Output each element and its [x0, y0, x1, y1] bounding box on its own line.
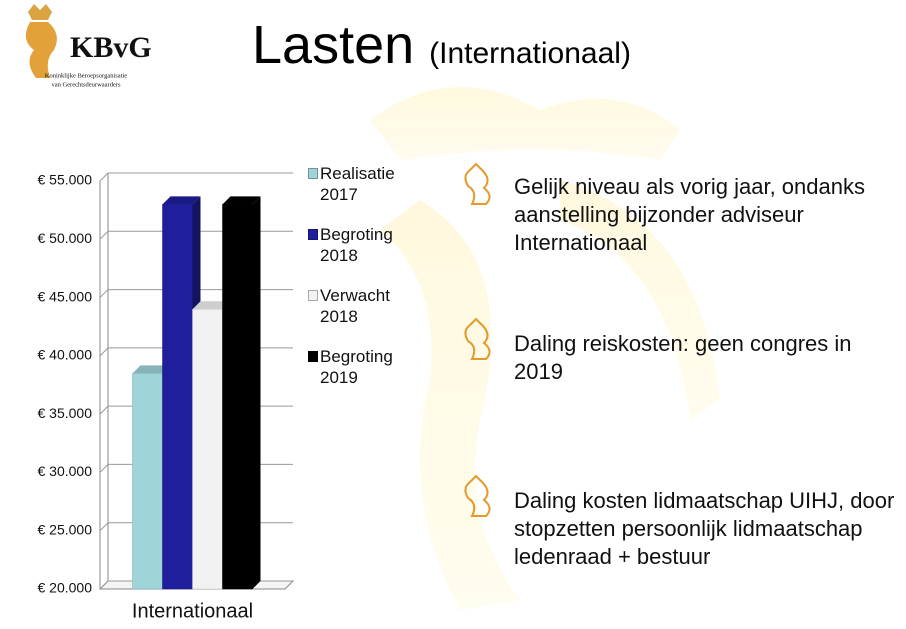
legend-label: Begroting 2018 — [320, 225, 393, 265]
bullet: Daling reiskosten: geen congres in 2019 — [514, 331, 852, 384]
y-tick-label: € 30.000 — [38, 463, 93, 479]
bar-top — [132, 365, 171, 374]
bar-top — [192, 301, 231, 310]
logo-line: Koninklijke Beroepsorganisatie — [45, 72, 127, 79]
logo-mark: KBvG — [70, 31, 152, 64]
legend-item: Verwacht 2018 — [308, 285, 400, 327]
bar — [162, 204, 193, 590]
legend-swatch — [308, 290, 318, 301]
subtitle: (Internationaal) — [429, 37, 631, 70]
bar-top — [222, 196, 261, 205]
bar-side — [252, 196, 261, 590]
y-tick-label: € 55.000 — [38, 172, 93, 188]
bullet-icons — [464, 162, 491, 517]
y-tick-label: € 35.000 — [38, 405, 93, 421]
lion-icon — [464, 162, 491, 205]
y-tick-label: € 40.000 — [38, 347, 93, 363]
bar — [192, 308, 223, 590]
watermark — [370, 87, 720, 610]
legend-swatch — [308, 229, 318, 240]
y-tick-label: € 45.000 — [38, 288, 93, 304]
y-tick-label: € 50.000 — [38, 230, 93, 246]
slide-title: Lasten (Internationaal) — [252, 14, 631, 76]
title: Lasten — [252, 15, 415, 75]
logo: KBvG Koninklijke Beroepsorganisatie van … — [25, 4, 152, 88]
lion-icon — [464, 474, 491, 517]
bar — [222, 204, 253, 590]
logo-line: van Gerechtsdeurwaarders — [51, 81, 121, 88]
legend-item: Realisatie 2017 — [308, 163, 400, 205]
legend-swatch — [308, 351, 318, 362]
grid-line — [99, 172, 293, 182]
legend-label: Realisatie 2017 — [320, 164, 395, 204]
legend-label: Begroting 2019 — [320, 347, 393, 387]
y-tick-label: € 20.000 — [38, 580, 93, 596]
legend-item: Begroting 2018 — [308, 224, 400, 266]
x-tick-label: Internationaal — [132, 600, 253, 622]
bar — [132, 373, 163, 590]
y-tick-label: € 25.000 — [38, 521, 93, 537]
bar-top — [162, 196, 201, 205]
legend-item: Begroting 2019 — [308, 346, 400, 388]
legend-swatch — [308, 168, 318, 179]
bullet: Gelijk niveau als vorig jaar, ondanks aa… — [514, 174, 865, 255]
lion-icon — [464, 317, 491, 360]
bullet: Daling kosten lidmaatschap UIHJ, door st… — [514, 488, 895, 569]
legend-label: Verwacht 2018 — [320, 286, 390, 326]
